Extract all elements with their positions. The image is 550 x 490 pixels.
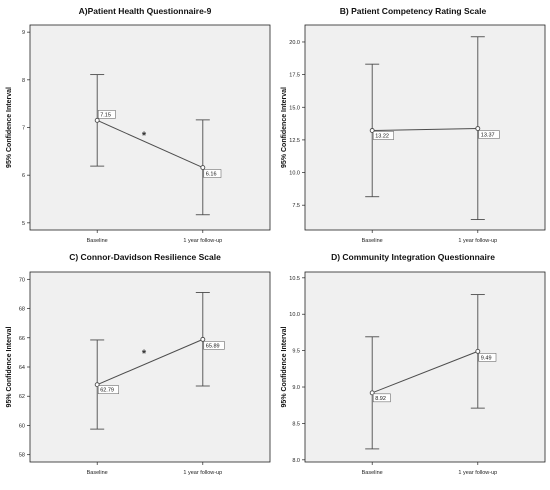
y-tick-label: 6 [22,173,25,179]
x-tick-label: 1 year follow-up [458,470,497,476]
value-label-box [203,341,225,350]
y-tick-label: 10.5 [289,276,300,282]
mean-line [96,119,204,169]
x-tick-label: 1 year follow-up [183,470,222,476]
y-tick-label: 64 [19,365,25,371]
value-label-box [478,353,497,362]
mean-point [200,165,206,170]
y-tick-label: 15.0 [289,105,300,111]
x-tick-label: 1 year follow-up [183,238,222,244]
value-label: 9.49 [481,355,492,361]
value-label: 8.92 [375,396,386,402]
x-tick-label: 1 year follow-up [458,238,497,244]
x-tick-label: Baseline [87,238,108,244]
chart-title: B) Patient Competency Rating Scale [340,6,487,16]
y-tick-label: 7.5 [292,203,300,209]
y-tick-label: 68 [19,307,25,313]
y-tick-label: 5 [22,221,25,227]
y-tick-label: 70 [19,277,25,283]
mean-line [372,350,478,394]
y-tick-label: 17.5 [289,73,300,79]
y-axis-label: 95% Confidence Interval [6,87,13,168]
plot-area [304,271,546,463]
y-tick-label: 10.0 [289,171,300,177]
chart-title: C) Connor-Davidson Resilience Scale [69,252,221,262]
y-tick-label: 9 [22,30,25,36]
y-tick-label: 9.5 [292,349,300,355]
chart-title: D) Community Integration Questionnaire [331,252,495,262]
y-tick-label: 20.0 [289,40,300,46]
chart-title: A)Patient Health Questionnaire-9 [79,6,212,16]
value-label: 6.16 [206,172,217,178]
y-tick-label: 60 [19,423,25,429]
y-tick-label: 62 [19,394,25,400]
mean-line [97,338,203,386]
significance-marker: * [142,348,147,360]
y-axis-label: 95% Confidence Interval [6,326,13,407]
x-tick-label: Baseline [362,238,383,244]
mean-point [475,348,481,354]
value-label: 62.79 [100,388,114,394]
y-tick-label: 8.5 [292,421,300,427]
value-label-box [97,110,116,119]
significance-marker: * [142,130,147,142]
value-label: 7.15 [100,112,111,118]
mean-point [94,117,100,123]
x-tick-label: Baseline [362,470,383,476]
y-tick-label: 66 [19,336,25,342]
mean-line [372,128,478,132]
plot-area [29,271,271,463]
value-label-box [372,131,394,140]
y-tick-label: 8 [22,78,25,84]
y-tick-label: 8.0 [292,458,300,464]
value-label-box [478,130,500,139]
plot-area [29,24,271,231]
value-label-box [203,169,222,178]
plot-area [304,24,546,231]
y-tick-label: 10.0 [289,312,300,318]
value-label-box [372,393,391,403]
mean-point [200,336,206,342]
value-label: 13.22 [375,134,389,140]
y-tick-label: 12.5 [289,138,300,144]
x-tick-label: Baseline [87,470,108,476]
mean-point [475,126,481,131]
y-axis-label: 95% Confidence Interval [281,326,288,407]
y-tick-label: 58 [19,453,25,459]
y-tick-label: 9.0 [292,385,300,391]
value-label: 65.89 [206,343,220,349]
y-axis-label: 95% Confidence Interval [281,87,288,168]
value-label-box [97,385,119,394]
y-tick-label: 7 [22,126,25,132]
value-label: 13.37 [481,133,495,139]
